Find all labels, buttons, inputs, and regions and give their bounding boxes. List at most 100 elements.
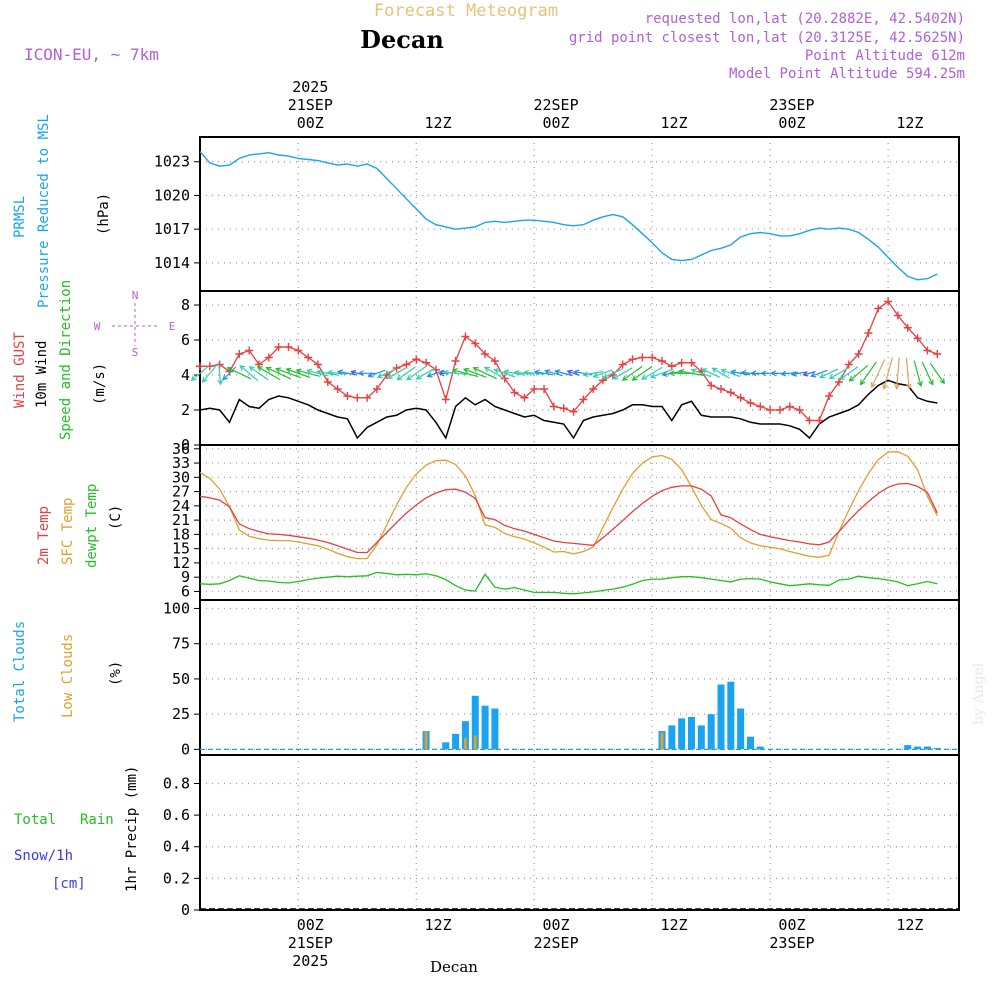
pressure-label-1: PRMSL bbox=[12, 196, 28, 238]
bottom-time-label: 00Z bbox=[297, 916, 324, 934]
temp-labels: 2m Temp SFC Temp dewpt Temp (C) bbox=[36, 484, 124, 568]
wind-direction-arrow bbox=[848, 365, 869, 382]
wind-gust-marker bbox=[825, 392, 834, 400]
temp-ytick-label: 27 bbox=[172, 483, 190, 501]
wind-gust-marker bbox=[196, 362, 204, 371]
title: Forecast Meteogram bbox=[374, 1, 558, 21]
wind-direction-arrow bbox=[582, 370, 604, 378]
wind-gust-marker bbox=[795, 406, 804, 414]
total-cloud-bar bbox=[904, 745, 912, 750]
wind-10m-line bbox=[199, 379, 938, 440]
wind-gust-marker bbox=[520, 393, 529, 402]
temp-ytick-label: 15 bbox=[172, 540, 190, 558]
total-cloud-bar bbox=[491, 708, 499, 750]
temp-ytick-label: 18 bbox=[172, 525, 190, 543]
wind-gust-marker bbox=[372, 385, 381, 393]
low-cloud-bar bbox=[424, 731, 428, 750]
wind-direction-arrow bbox=[415, 367, 436, 380]
wind-gust-marker bbox=[530, 385, 539, 393]
precip-unit: 1hr Precip (mm) bbox=[124, 766, 140, 892]
wind-gust-marker bbox=[392, 364, 401, 372]
wind-unit: (m/s) bbox=[92, 363, 108, 405]
rain-label: Rain bbox=[80, 812, 114, 828]
wind-gust-marker bbox=[274, 343, 283, 351]
cloud-unit: (%) bbox=[108, 661, 124, 686]
wind-gust-marker bbox=[235, 350, 244, 358]
bottom-time-label: 22SEP bbox=[533, 934, 578, 952]
wind-gust-marker bbox=[245, 346, 254, 355]
low-cloud-bar bbox=[660, 732, 664, 750]
wind-direction-arrow bbox=[913, 360, 923, 388]
pressure-labels: PRMSL Pressure Reduced to MSL (hPa) bbox=[12, 114, 112, 308]
wind-gust-marker bbox=[294, 346, 303, 355]
wind-direction-arrow bbox=[621, 365, 643, 381]
temp-ytick-label: 6 bbox=[181, 582, 190, 600]
wind-gust-marker bbox=[353, 393, 362, 402]
wind-ytick-label: 2 bbox=[181, 401, 190, 419]
wind-gust-marker bbox=[441, 395, 450, 404]
wind-direction-arrow bbox=[256, 366, 281, 381]
wind-direction-arrow bbox=[190, 365, 209, 382]
wind-ytick-label: 0 bbox=[181, 436, 190, 454]
wind-gust-marker bbox=[687, 358, 696, 367]
dewpt-label: dewpt Temp bbox=[84, 484, 100, 568]
wind-gust-marker bbox=[422, 358, 431, 367]
wind-direction-arrow bbox=[357, 370, 376, 377]
wind-direction-arrow bbox=[386, 367, 406, 379]
temp-ytick-label: 12 bbox=[172, 554, 190, 572]
wind-direction-arrow bbox=[503, 369, 525, 376]
wind-gust-marker bbox=[333, 385, 342, 393]
wind-direction-arrow bbox=[405, 366, 426, 381]
wind-direction-arrow bbox=[483, 366, 506, 380]
wind-direction-arrow bbox=[819, 368, 839, 379]
model-name: ICON-EU, ~ 7km bbox=[24, 45, 159, 64]
wind-gust-line bbox=[200, 300, 938, 422]
precip-ytick-label: 0.6 bbox=[163, 806, 190, 824]
wind-direction-arrow bbox=[677, 368, 704, 376]
wind-gust-marker bbox=[205, 362, 214, 371]
wind-direction-arrow bbox=[894, 357, 900, 390]
wind-direction-arrow bbox=[602, 368, 623, 379]
wind-gust-marker bbox=[707, 381, 716, 390]
total-cloud-label: Total Clouds bbox=[12, 621, 28, 722]
total-cloud-bar bbox=[756, 746, 764, 750]
pressure-label-2: Pressure Reduced to MSL bbox=[36, 114, 52, 308]
wind-gust-marker bbox=[323, 378, 332, 386]
cloud-panel: 0 25 50 75 100 bbox=[163, 599, 960, 758]
wind-gust-marker bbox=[756, 402, 765, 411]
wind-gust-marker bbox=[540, 385, 549, 393]
dewpt-line bbox=[199, 571, 938, 595]
wind-gust-marker bbox=[559, 404, 568, 413]
wind-direction-arrow bbox=[451, 368, 479, 378]
wind-direction-label: Speed and Direction bbox=[58, 280, 74, 440]
compass-e: E bbox=[169, 320, 176, 333]
bottom-time-label: 12Z bbox=[896, 916, 923, 934]
wind-gust-marker bbox=[864, 329, 873, 337]
pressure-ytick-label: 1020 bbox=[154, 186, 190, 204]
footer-location: Decan bbox=[430, 958, 478, 976]
precip-panel: 0 0.2 0.4 0.6 0.8 bbox=[163, 754, 960, 919]
total-cloud-bar bbox=[461, 721, 469, 750]
wind-direction-arrow bbox=[859, 361, 877, 386]
wind-gust-marker bbox=[815, 416, 824, 425]
wind-gust-marker bbox=[834, 378, 843, 386]
wind-gust-marker bbox=[451, 357, 460, 365]
total-cloud-bar bbox=[688, 716, 695, 750]
wind-direction-arrow bbox=[239, 364, 259, 382]
total-cloud-bar bbox=[707, 714, 715, 750]
wind-direction-arrow bbox=[522, 369, 545, 376]
wind-gust-marker bbox=[785, 402, 794, 411]
temp-frame bbox=[199, 444, 960, 601]
total-cloud-bar bbox=[717, 684, 725, 750]
low-cloud-bar bbox=[473, 735, 477, 750]
wind-direction-arrow bbox=[711, 367, 730, 379]
top-time-label: 23SEP bbox=[769, 96, 814, 114]
wind-gust-marker bbox=[775, 406, 784, 414]
top-time-label: 12Z bbox=[660, 114, 687, 132]
wind-gust-marker bbox=[648, 353, 657, 362]
wind-gust-marker bbox=[854, 350, 863, 358]
total-cloud-bar bbox=[668, 725, 676, 750]
total-cloud-bar bbox=[471, 695, 479, 750]
cloud-ytick-label: 75 bbox=[172, 635, 190, 653]
